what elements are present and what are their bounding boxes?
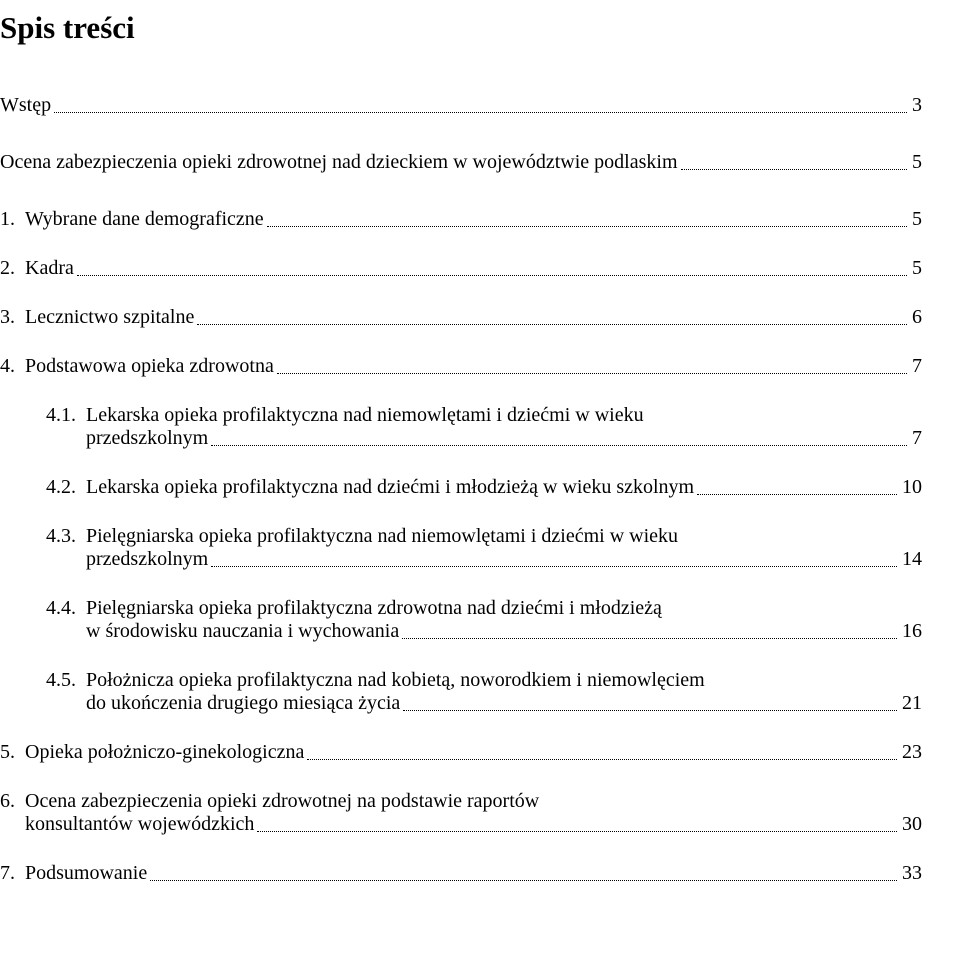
toc-entry-label: Podstawowa opieka zdrowotna bbox=[25, 355, 274, 378]
toc-entry-page: 6 bbox=[910, 306, 922, 329]
toc-entry-line2: w środowisku nauczania i wychowania 16 bbox=[86, 620, 922, 643]
toc-entry-number: 2. bbox=[0, 257, 25, 280]
toc-entry-line2: konsultantów wojewódzkich 30 bbox=[25, 813, 922, 836]
toc-entry-label: Wstęp bbox=[0, 94, 51, 117]
toc-entry-label: Ocena zabezpieczenia opieki zdrowotnej n… bbox=[25, 790, 922, 813]
toc-entry-number: 3. bbox=[0, 306, 25, 329]
toc-leader bbox=[211, 427, 907, 446]
toc-entry-page: 5 bbox=[910, 151, 922, 174]
toc-entry: 4.3. Pielęgniarska opieka profilaktyczna… bbox=[0, 525, 922, 571]
toc-entry-label: Ocena zabezpieczenia opieki zdrowotnej n… bbox=[0, 151, 678, 174]
toc-entry-label: Pielęgniarska opieka profilaktyczna zdro… bbox=[86, 597, 922, 620]
toc-leader bbox=[403, 692, 897, 711]
toc-entry-number: 6. bbox=[0, 790, 25, 813]
toc-entry-number: 4. bbox=[0, 355, 25, 378]
toc-entry-label-cont: przedszkolnym bbox=[86, 548, 208, 571]
toc-entry-body: Pielęgniarska opieka profilaktyczna nad … bbox=[86, 525, 922, 571]
toc-leader bbox=[211, 548, 897, 567]
toc-leader bbox=[277, 355, 907, 374]
toc-entry-number: 4.1. bbox=[46, 404, 86, 427]
toc-leader bbox=[681, 151, 908, 170]
toc-leader bbox=[257, 813, 897, 832]
toc-entry-number: 4.5. bbox=[46, 669, 86, 692]
toc-entry: 1. Wybrane dane demograficzne 5 bbox=[0, 208, 922, 231]
toc-entry-body: Położnicza opieka profilaktyczna nad kob… bbox=[86, 669, 922, 715]
toc-entry: 7. Podsumowanie 33 bbox=[0, 862, 922, 885]
toc-entry-page: 30 bbox=[900, 813, 922, 836]
toc-entry-page: 23 bbox=[900, 741, 922, 764]
toc-entry-line2: do ukończenia drugiego miesiąca życia 21 bbox=[86, 692, 922, 715]
toc-entry: 4. Podstawowa opieka zdrowotna 7 bbox=[0, 355, 922, 378]
toc-entry: 2. Kadra 5 bbox=[0, 257, 922, 280]
toc-leader bbox=[54, 94, 907, 113]
toc-entry-label: Lecznictwo szpitalne bbox=[25, 306, 194, 329]
toc-entry-number: 7. bbox=[0, 862, 25, 885]
toc-leader bbox=[307, 741, 897, 760]
toc-leader bbox=[197, 306, 907, 325]
toc-entry-number: 4.2. bbox=[46, 476, 86, 499]
toc-entry-label-cont: przedszkolnym bbox=[86, 427, 208, 450]
toc-entry-label-cont: w środowisku nauczania i wychowania bbox=[86, 620, 399, 643]
toc-entry-label-cont: do ukończenia drugiego miesiąca życia bbox=[86, 692, 400, 715]
toc-entry-label-cont: konsultantów wojewódzkich bbox=[25, 813, 254, 836]
toc-entry-label: Wybrane dane demograficzne bbox=[25, 208, 264, 231]
toc-entry-page: 21 bbox=[900, 692, 922, 715]
toc-entry-line2: przedszkolnym 7 bbox=[86, 427, 922, 450]
toc-entry-page: 5 bbox=[910, 257, 922, 280]
toc-entry-number: 4.4. bbox=[46, 597, 86, 620]
toc-entry: 4.5. Położnicza opieka profilaktyczna na… bbox=[0, 669, 922, 715]
toc-leader bbox=[402, 620, 897, 639]
toc-entry: 3. Lecznictwo szpitalne 6 bbox=[0, 306, 922, 329]
table-of-contents: Wstęp 3 Ocena zabezpieczenia opieki zdrowo… bbox=[0, 94, 922, 885]
toc-leader bbox=[77, 257, 907, 276]
toc-entry: Ocena zabezpieczenia opieki zdrowotnej n… bbox=[0, 151, 922, 174]
toc-entry: 6. Ocena zabezpieczenia opieki zdrowotne… bbox=[0, 790, 922, 836]
toc-entry-page: 33 bbox=[900, 862, 922, 885]
toc-leader bbox=[697, 476, 897, 495]
toc-entry-label: Pielęgniarska opieka profilaktyczna nad … bbox=[86, 525, 922, 548]
page-title: Spis treści bbox=[0, 10, 922, 46]
toc-leader bbox=[150, 862, 897, 881]
toc-entry-page: 7 bbox=[910, 427, 922, 450]
toc-entry-label: Położnicza opieka profilaktyczna nad kob… bbox=[86, 669, 922, 692]
toc-entry-body: Pielęgniarska opieka profilaktyczna zdro… bbox=[86, 597, 922, 643]
toc-entry: Wstęp 3 bbox=[0, 94, 922, 117]
toc-entry-page: 16 bbox=[900, 620, 922, 643]
toc-entry-label: Podsumowanie bbox=[25, 862, 147, 885]
toc-entry-page: 3 bbox=[910, 94, 922, 117]
toc-entry-page: 5 bbox=[910, 208, 922, 231]
toc-entry-number: 1. bbox=[0, 208, 25, 231]
toc-leader bbox=[267, 208, 907, 227]
toc-entry: 4.1. Lekarska opieka profilaktyczna nad … bbox=[0, 404, 922, 450]
toc-entry-number: 4.3. bbox=[46, 525, 86, 548]
toc-entry-page: 7 bbox=[910, 355, 922, 378]
toc-entry-number: 5. bbox=[0, 741, 25, 764]
toc-entry-body: Lekarska opieka profilaktyczna nad niemo… bbox=[86, 404, 922, 450]
toc-entry-page: 10 bbox=[900, 476, 922, 499]
toc-entry-label: Kadra bbox=[25, 257, 74, 280]
toc-entry-body: Ocena zabezpieczenia opieki zdrowotnej n… bbox=[25, 790, 922, 836]
toc-entry: 4.4. Pielęgniarska opieka profilaktyczna… bbox=[0, 597, 922, 643]
toc-entry: 4.2. Lekarska opieka profilaktyczna nad … bbox=[0, 476, 922, 499]
toc-entry: 5. Opieka położniczo-ginekologiczna 23 bbox=[0, 741, 922, 764]
page: Spis treści Wstęp 3 Ocena zabezpieczenia o… bbox=[0, 0, 960, 968]
toc-entry-label: Lekarska opieka profilaktyczna nad niemo… bbox=[86, 404, 922, 427]
toc-entry-label: Opieka położniczo-ginekologiczna bbox=[25, 741, 304, 764]
toc-entry-page: 14 bbox=[900, 548, 922, 571]
toc-entry-line2: przedszkolnym 14 bbox=[86, 548, 922, 571]
toc-entry-label: Lekarska opieka profilaktyczna nad dzieć… bbox=[86, 476, 694, 499]
